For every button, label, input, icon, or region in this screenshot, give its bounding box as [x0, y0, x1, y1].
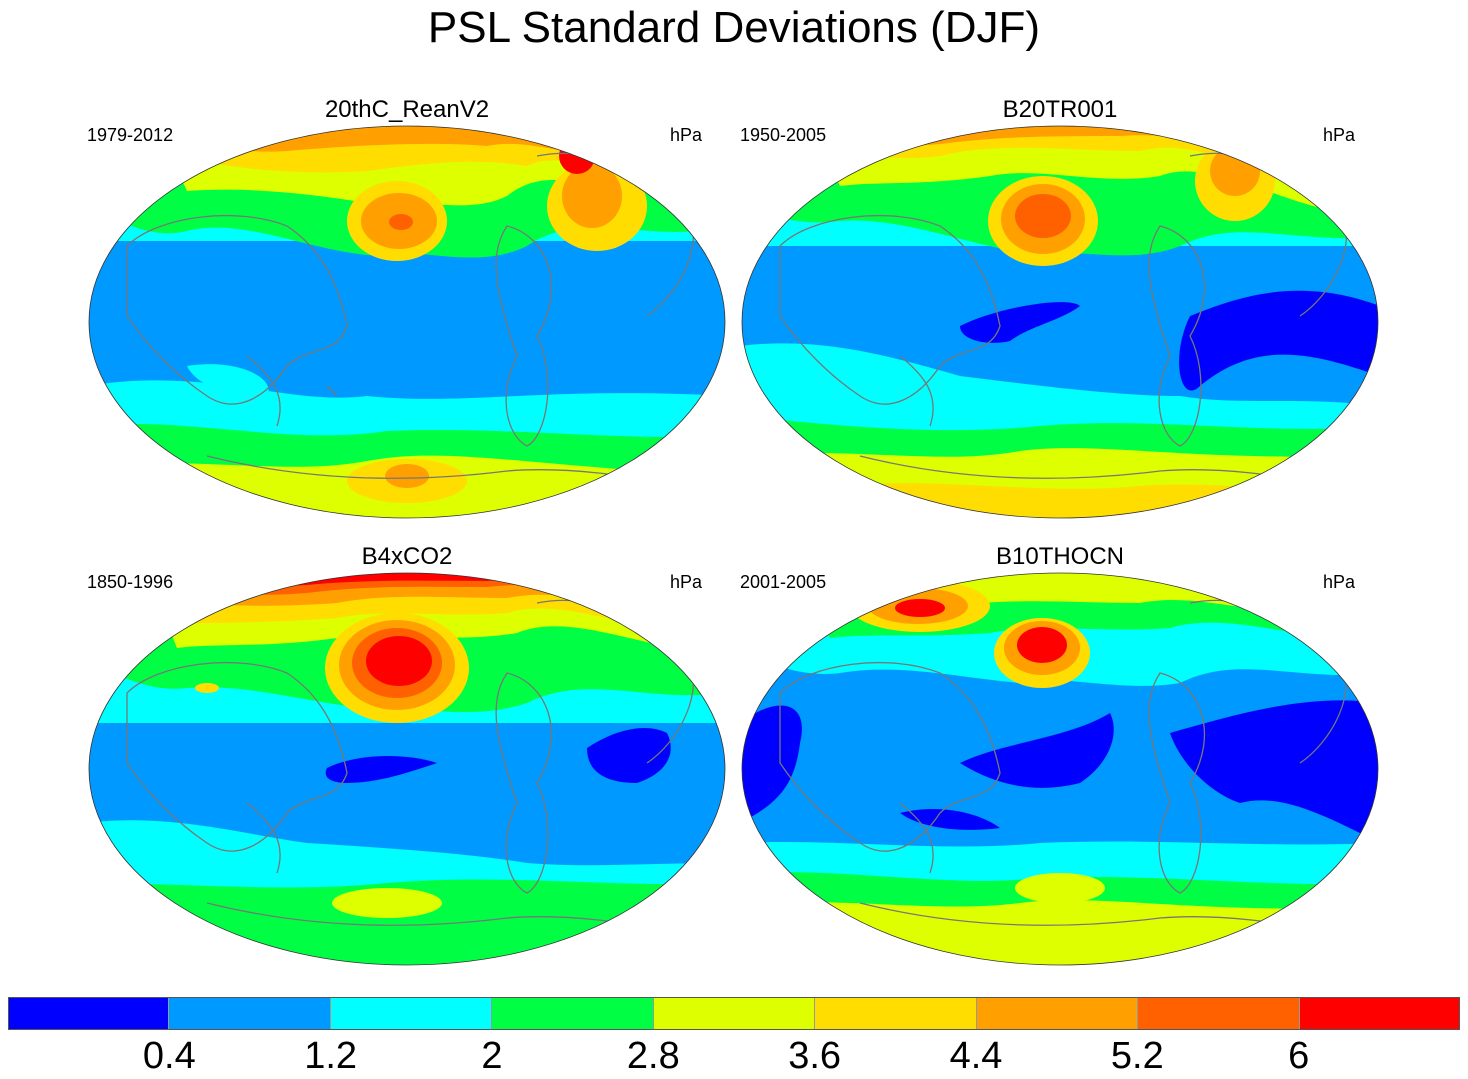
map-panel-1: 20thC_ReanV2 1979-2012 hPa	[87, 96, 727, 536]
panel-years: 1979-2012	[87, 125, 174, 145]
panel-title: B20TR001	[1002, 96, 1118, 123]
colorbar-tick-label: 6	[1288, 1035, 1310, 1077]
colorbar-tick-label: 2.8	[626, 1035, 680, 1077]
map-panel-2: B20TR001 1950-2005 hPa	[740, 96, 1380, 536]
colorbar-segment	[8, 997, 170, 1030]
world-map-4	[741, 572, 1379, 966]
colorbar-tick-label: 4.4	[949, 1035, 1003, 1077]
colorbar-segment	[653, 997, 816, 1030]
figure-title: PSL Standard Deviations (DJF)	[427, 3, 1041, 52]
colorbar-segment	[492, 997, 654, 1030]
map-panel-3: B4xCO2 1850-1996 hPa	[87, 543, 727, 983]
colorbar-tick-label: 0.4	[142, 1035, 196, 1077]
panel-title: 20thC_ReanV2	[324, 96, 490, 123]
panel-units: hPa	[1322, 572, 1355, 592]
colorbar-segment	[976, 997, 1139, 1030]
colorbar-segment	[330, 997, 493, 1030]
world-map-2	[741, 125, 1379, 519]
panel-years: 1950-2005	[740, 125, 827, 145]
panel-units: hPa	[1322, 125, 1355, 145]
colorbar-tick-label: 3.6	[788, 1035, 842, 1077]
world-map-3	[88, 572, 726, 966]
colorbar-tick-label: 5.2	[1110, 1035, 1164, 1077]
colorbar-tick-label: 1.2	[304, 1035, 358, 1077]
colorbar-segment	[1299, 997, 1460, 1030]
panel-units: hPa	[669, 572, 702, 592]
panel-years: 1850-1996	[87, 572, 174, 592]
colorbar-segment	[815, 997, 977, 1030]
map-panel-4: B10THOCN 2001-2005 hPa	[740, 543, 1380, 983]
panel-units: hPa	[669, 125, 702, 145]
colorbar-segment	[169, 997, 331, 1030]
panel-title: B4xCO2	[361, 543, 453, 570]
colorbar-tick-label: 2	[481, 1035, 503, 1077]
colorbar	[8, 997, 1460, 1030]
panel-years: 2001-2005	[740, 572, 827, 592]
world-map-1	[88, 125, 726, 519]
colorbar-segment	[1138, 997, 1300, 1030]
panel-title: B10THOCN	[995, 543, 1125, 570]
